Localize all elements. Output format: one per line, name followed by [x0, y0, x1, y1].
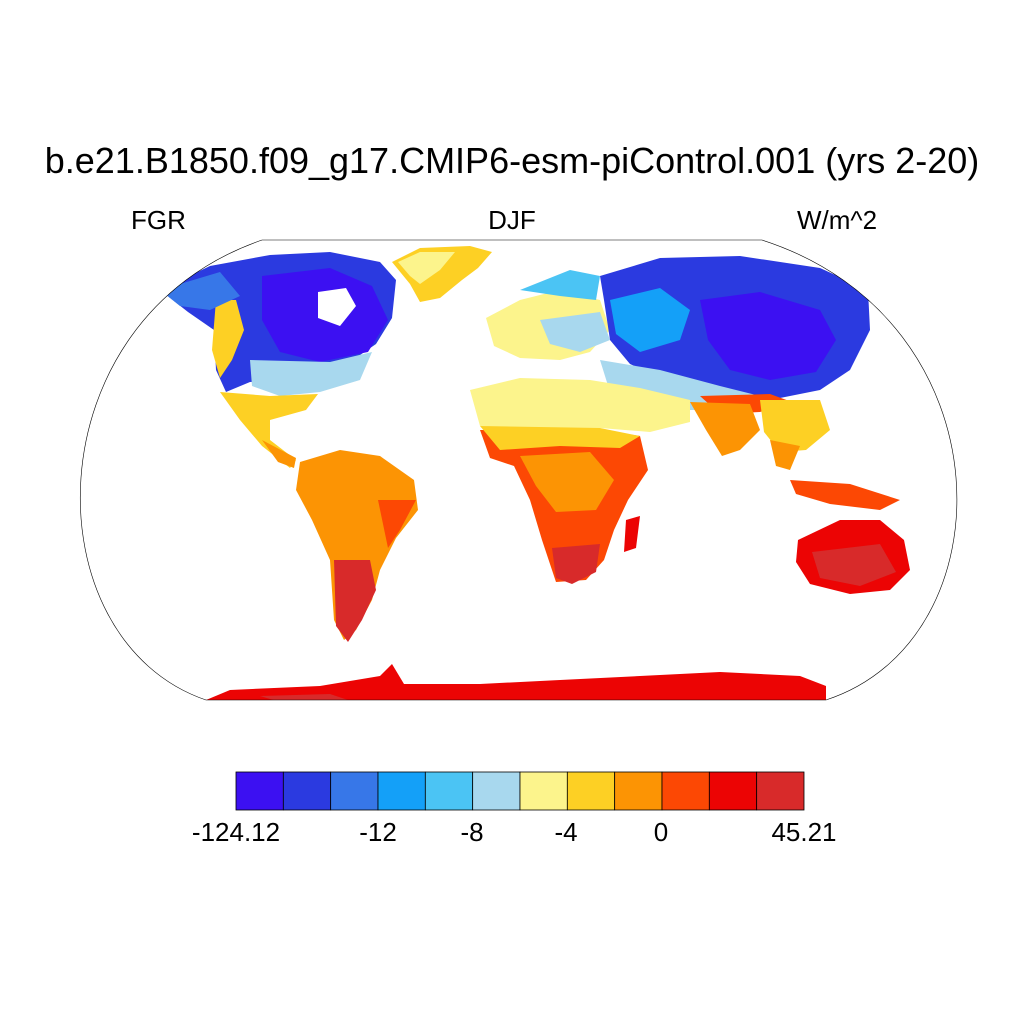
variable-label: FGR: [131, 205, 186, 235]
europe-north: [520, 270, 600, 300]
colorbar-box-10: [708, 771, 758, 811]
southeast-asia-warm: [770, 440, 800, 470]
central-america-region: [220, 392, 318, 468]
africa-central: [520, 452, 614, 512]
north-america-west: [212, 300, 244, 378]
colorbar-box-8: [614, 771, 663, 811]
south-america-east: [378, 500, 416, 548]
africa-sahel: [480, 426, 640, 450]
hudson-bay: [318, 288, 356, 326]
colorbar-label-zero: 0: [653, 817, 669, 847]
india-region: [690, 402, 760, 456]
antarctica-region: [206, 664, 826, 700]
land-fields: [160, 246, 910, 700]
season-label: DJF: [488, 205, 536, 235]
colorbar-box-6: [519, 771, 568, 811]
colorbar: [235, 771, 805, 811]
madagascar: [624, 516, 640, 552]
antarctica-warm: [260, 694, 360, 700]
plot-title: b.e21.B1850.f09_g17.CMIP6-esm-piControl.…: [44, 140, 980, 181]
colorbar-box-9: [661, 771, 710, 811]
colorbar-label-minus8: -8: [460, 817, 484, 847]
colorbar-box-0: [235, 771, 284, 811]
north-america-alaska: [160, 272, 240, 310]
colorbar-box-2: [330, 771, 379, 811]
central-america-warm: [262, 440, 296, 468]
asia-west: [610, 288, 690, 352]
colorbar-box-1: [282, 771, 332, 811]
north-america-south: [250, 352, 372, 396]
colorbar-label-minus12: -12: [359, 817, 397, 847]
units-label: W/m^2: [797, 205, 878, 235]
colorbar-box-3: [377, 771, 426, 811]
south-america-southern: [334, 560, 376, 642]
colorbar-label-minus4: -4: [554, 817, 578, 847]
asia-core: [700, 292, 836, 380]
southeast-asia-region: [760, 400, 830, 452]
greenland-region-light: [398, 252, 455, 284]
colorbar-box-5: [472, 771, 521, 811]
colorbar-box-4: [424, 771, 474, 811]
north-africa-middle-east: [470, 378, 690, 432]
colorbar-box-7: [566, 771, 616, 811]
indonesia-region: [790, 480, 900, 510]
south-america-region: [296, 450, 418, 640]
australia-interior: [812, 544, 896, 586]
africa-south: [552, 544, 600, 584]
colorbar-label-max: 45.21: [771, 817, 837, 847]
europe-central: [540, 312, 610, 352]
colorbar-box-11: [756, 771, 805, 811]
colorbar-label-min: -124.12: [191, 817, 281, 847]
